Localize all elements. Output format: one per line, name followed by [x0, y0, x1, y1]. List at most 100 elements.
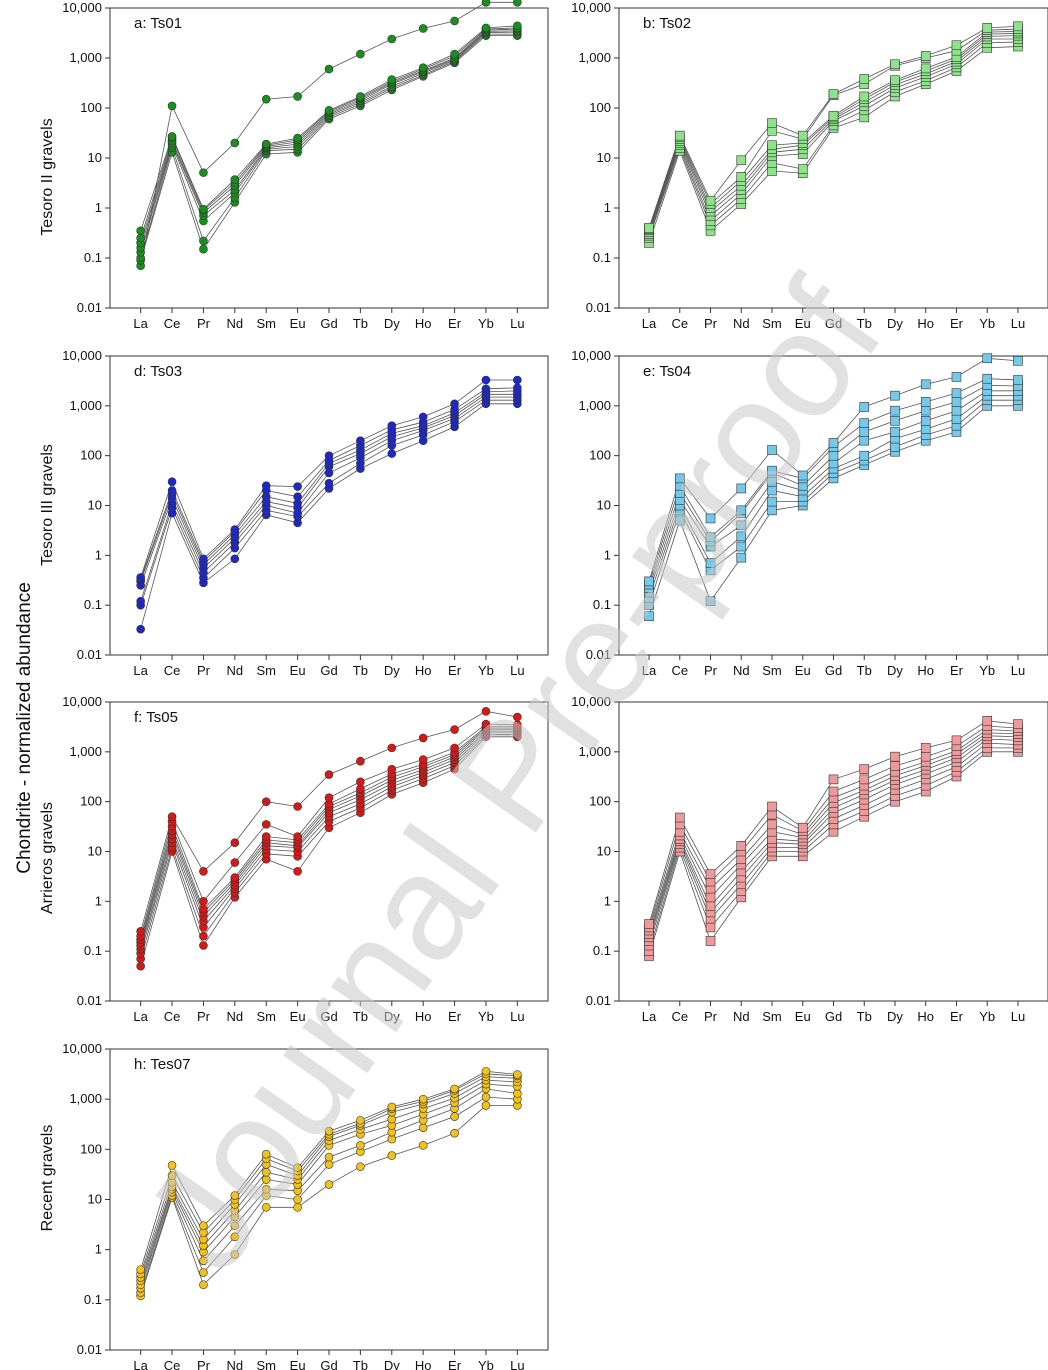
x-tick-label: Ho — [917, 663, 934, 678]
data-point — [293, 1163, 302, 1173]
x-tick-label: Pr — [197, 316, 211, 331]
series-line — [648, 46, 1019, 244]
data-point — [418, 1141, 428, 1150]
data-point — [261, 797, 271, 806]
data-point — [293, 482, 302, 491]
x-tick-label: Ho — [415, 1009, 432, 1024]
row-label-recent: Recent gravels — [39, 1125, 56, 1232]
y-tick-label: 10,000 — [62, 0, 102, 15]
x-tick-label: Gd — [320, 1358, 337, 1370]
x-tick-label: Eu — [795, 316, 811, 331]
data-point — [705, 532, 716, 543]
data-point — [167, 101, 177, 111]
data-point — [387, 1102, 397, 1112]
x-tick-label: Ce — [164, 316, 181, 331]
data-point — [951, 735, 962, 746]
data-point — [324, 451, 334, 460]
x-tick-label: Er — [448, 1009, 462, 1024]
data-point — [982, 23, 993, 33]
data-point — [481, 23, 491, 33]
data-point — [230, 838, 240, 848]
series-line — [648, 735, 1019, 938]
panel-3: 0.01 0.1 1 10 100 1,000 10,000 La Ce Pr Nd Sm Eu Gd Tb… — [62, 348, 549, 678]
row-label-tesoro-ii: Tesoro II gravels — [39, 118, 56, 235]
data-point — [418, 24, 428, 33]
y-tick-label: 100 — [80, 794, 102, 809]
data-point — [450, 743, 459, 753]
x-tick-label: Tb — [857, 663, 872, 678]
x-tick-label: Nd — [227, 663, 244, 678]
data-point — [481, 375, 491, 385]
x-tick-label: La — [642, 316, 657, 331]
data-point — [167, 486, 177, 495]
series-line — [140, 28, 518, 244]
data-point — [199, 204, 208, 214]
x-tick-label: Nd — [733, 1009, 750, 1024]
data-point — [767, 445, 777, 455]
data-point — [324, 793, 334, 803]
y-tick-label: 1,000 — [578, 744, 611, 759]
data-point — [1013, 21, 1023, 32]
x-tick-label: Yb — [979, 316, 995, 331]
series-line — [140, 399, 518, 606]
x-tick-label: Tb — [857, 1009, 872, 1024]
x-tick-label: Eu — [795, 663, 811, 678]
data-point — [167, 1171, 177, 1180]
x-tick-label: Pr — [197, 1358, 211, 1370]
x-tick-label: Tb — [353, 663, 368, 678]
data-point — [230, 138, 240, 148]
data-point — [513, 1070, 522, 1079]
data-point — [920, 51, 931, 61]
data-point — [705, 869, 716, 880]
data-point — [199, 244, 208, 254]
data-point — [644, 223, 654, 233]
data-point — [293, 802, 302, 811]
y-tick-label: 0.01 — [77, 1342, 102, 1357]
y-tick-label: 0.1 — [84, 250, 102, 265]
data-point — [387, 34, 397, 44]
data-point — [736, 841, 747, 851]
x-tick-label: Er — [448, 1358, 462, 1370]
data-point — [736, 531, 747, 542]
data-point — [890, 416, 900, 426]
y-tick-label: 10,000 — [62, 348, 102, 363]
data-point — [951, 40, 962, 51]
data-point — [481, 1066, 491, 1076]
data-point — [828, 89, 839, 99]
x-tick-label: Lu — [1011, 663, 1025, 678]
data-point — [736, 552, 747, 563]
data-point — [797, 822, 808, 833]
data-point — [356, 1115, 365, 1125]
row-label-tesoro-iii: Tesoro III gravels — [39, 444, 56, 566]
series-line — [140, 1, 518, 266]
data-point — [199, 904, 208, 914]
data-point — [418, 63, 428, 72]
data-point — [890, 405, 900, 416]
x-tick-label: Lu — [510, 316, 524, 331]
x-tick-label: Er — [950, 1009, 964, 1024]
data-point — [890, 59, 900, 70]
y-tick-label: 10 — [88, 1192, 102, 1207]
x-tick-label: La — [133, 663, 148, 678]
x-tick-label: Eu — [290, 1009, 306, 1024]
y-tick-label: 0.1 — [84, 597, 102, 612]
x-tick-label: Eu — [290, 316, 306, 331]
data-point — [261, 139, 271, 149]
data-point — [767, 166, 777, 176]
x-tick-label: Lu — [1011, 1009, 1025, 1024]
y-tick-label: 1 — [95, 893, 102, 908]
y-tick-label: 1,000 — [69, 398, 102, 413]
x-tick-label: Dy — [887, 316, 903, 331]
y-tick-label: 1,000 — [69, 50, 102, 65]
data-point — [859, 74, 870, 84]
data-point — [230, 858, 240, 867]
y-tick-label: 0.01 — [586, 647, 611, 662]
x-tick-label: Er — [448, 663, 462, 678]
data-point — [199, 554, 208, 564]
data-point — [951, 372, 962, 382]
data-point — [736, 155, 747, 166]
x-tick-label: Pr — [197, 663, 211, 678]
data-point — [859, 764, 870, 774]
data-point — [920, 743, 931, 753]
x-tick-label: La — [133, 1009, 148, 1024]
